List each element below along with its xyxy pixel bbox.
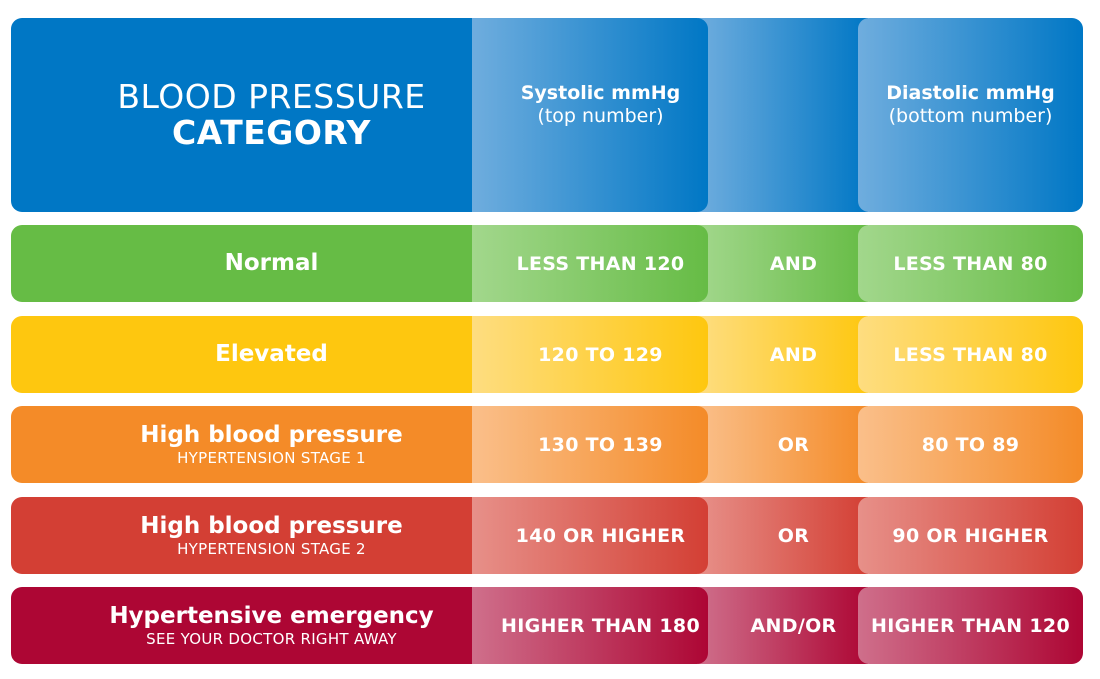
category-name: High blood pressure	[140, 513, 403, 539]
title-line-1: BLOOD PRESSURE	[117, 77, 426, 116]
systolic-cell: 120 TO 129	[472, 316, 708, 393]
diastolic-value: 90 OR HIGHER	[892, 524, 1049, 547]
category-row-normal: Normal LESS THAN 120 AND LESS THAN 80	[11, 225, 1083, 302]
conjunction-cell: AND	[698, 316, 868, 393]
systolic-header: Systolic mmHg (top number)	[472, 18, 708, 212]
diastolic-cell: 90 OR HIGHER	[858, 497, 1083, 574]
conjunction-cell: OR	[698, 406, 868, 483]
systolic-value: 140 OR HIGHER	[515, 524, 686, 547]
conjunction-cell: OR	[698, 497, 868, 574]
category-subtitle: HYPERTENSION STAGE 1	[177, 449, 366, 467]
diastolic-header: Diastolic mmHg (bottom number)	[858, 18, 1083, 212]
systolic-cell: HIGHER THAN 180	[472, 587, 708, 664]
diastolic-cell: LESS THAN 80	[858, 316, 1083, 393]
systolic-value: HIGHER THAN 180	[501, 614, 700, 637]
systolic-cell: 130 TO 139	[472, 406, 708, 483]
category-row-stage-2: High blood pressure HYPERTENSION STAGE 2…	[11, 497, 1083, 574]
systolic-cell: LESS THAN 120	[472, 225, 708, 302]
diastolic-label: Diastolic mmHg	[886, 82, 1055, 104]
category-name: Normal	[224, 250, 319, 276]
conjunction-value: AND/OR	[750, 614, 837, 637]
diastolic-sublabel: (bottom number)	[888, 105, 1053, 127]
systolic-value: 130 TO 139	[538, 433, 663, 456]
category-subtitle: SEE YOUR DOCTOR RIGHT AWAY	[146, 630, 397, 648]
category-cell: High blood pressure HYPERTENSION STAGE 2	[11, 497, 492, 574]
category-name: High blood pressure	[140, 422, 403, 448]
category-row-emergency: Hypertensive emergency SEE YOUR DOCTOR R…	[11, 587, 1083, 664]
header-row: BLOOD PRESSURE CATEGORY Systolic mmHg (t…	[11, 18, 1083, 212]
diastolic-cell: HIGHER THAN 120	[858, 587, 1083, 664]
diastolic-cell: 80 TO 89	[858, 406, 1083, 483]
category-name: Hypertensive emergency	[109, 603, 434, 629]
category-cell: Hypertensive emergency SEE YOUR DOCTOR R…	[11, 587, 492, 664]
category-cell: High blood pressure HYPERTENSION STAGE 1	[11, 406, 492, 483]
conjunction-value: AND	[769, 252, 818, 275]
conjunction-value: OR	[777, 433, 810, 456]
category-cell: Elevated	[11, 316, 492, 393]
conjunction-value: AND	[769, 343, 818, 366]
systolic-value: 120 TO 129	[538, 343, 663, 366]
diastolic-value: LESS THAN 80	[893, 343, 1048, 366]
diastolic-value: HIGHER THAN 120	[871, 614, 1070, 637]
diastolic-cell: LESS THAN 80	[858, 225, 1083, 302]
conjunction-header	[698, 18, 868, 212]
title-line-2: CATEGORY	[172, 113, 371, 152]
diastolic-value: 80 TO 89	[921, 433, 1020, 456]
systolic-value: LESS THAN 120	[516, 252, 685, 275]
systolic-sublabel: (top number)	[537, 105, 664, 127]
category-row-elevated: Elevated 120 TO 129 AND LESS THAN 80	[11, 316, 1083, 393]
category-name: Elevated	[215, 341, 328, 367]
conjunction-value: OR	[777, 524, 810, 547]
category-row-stage-1: High blood pressure HYPERTENSION STAGE 1…	[11, 406, 1083, 483]
category-cell: Normal	[11, 225, 492, 302]
category-subtitle: HYPERTENSION STAGE 2	[177, 540, 366, 558]
systolic-cell: 140 OR HIGHER	[472, 497, 708, 574]
diastolic-value: LESS THAN 80	[893, 252, 1048, 275]
conjunction-cell: AND	[698, 225, 868, 302]
category-header: BLOOD PRESSURE CATEGORY	[11, 18, 492, 212]
systolic-label: Systolic mmHg	[520, 82, 681, 104]
conjunction-cell: AND/OR	[698, 587, 868, 664]
